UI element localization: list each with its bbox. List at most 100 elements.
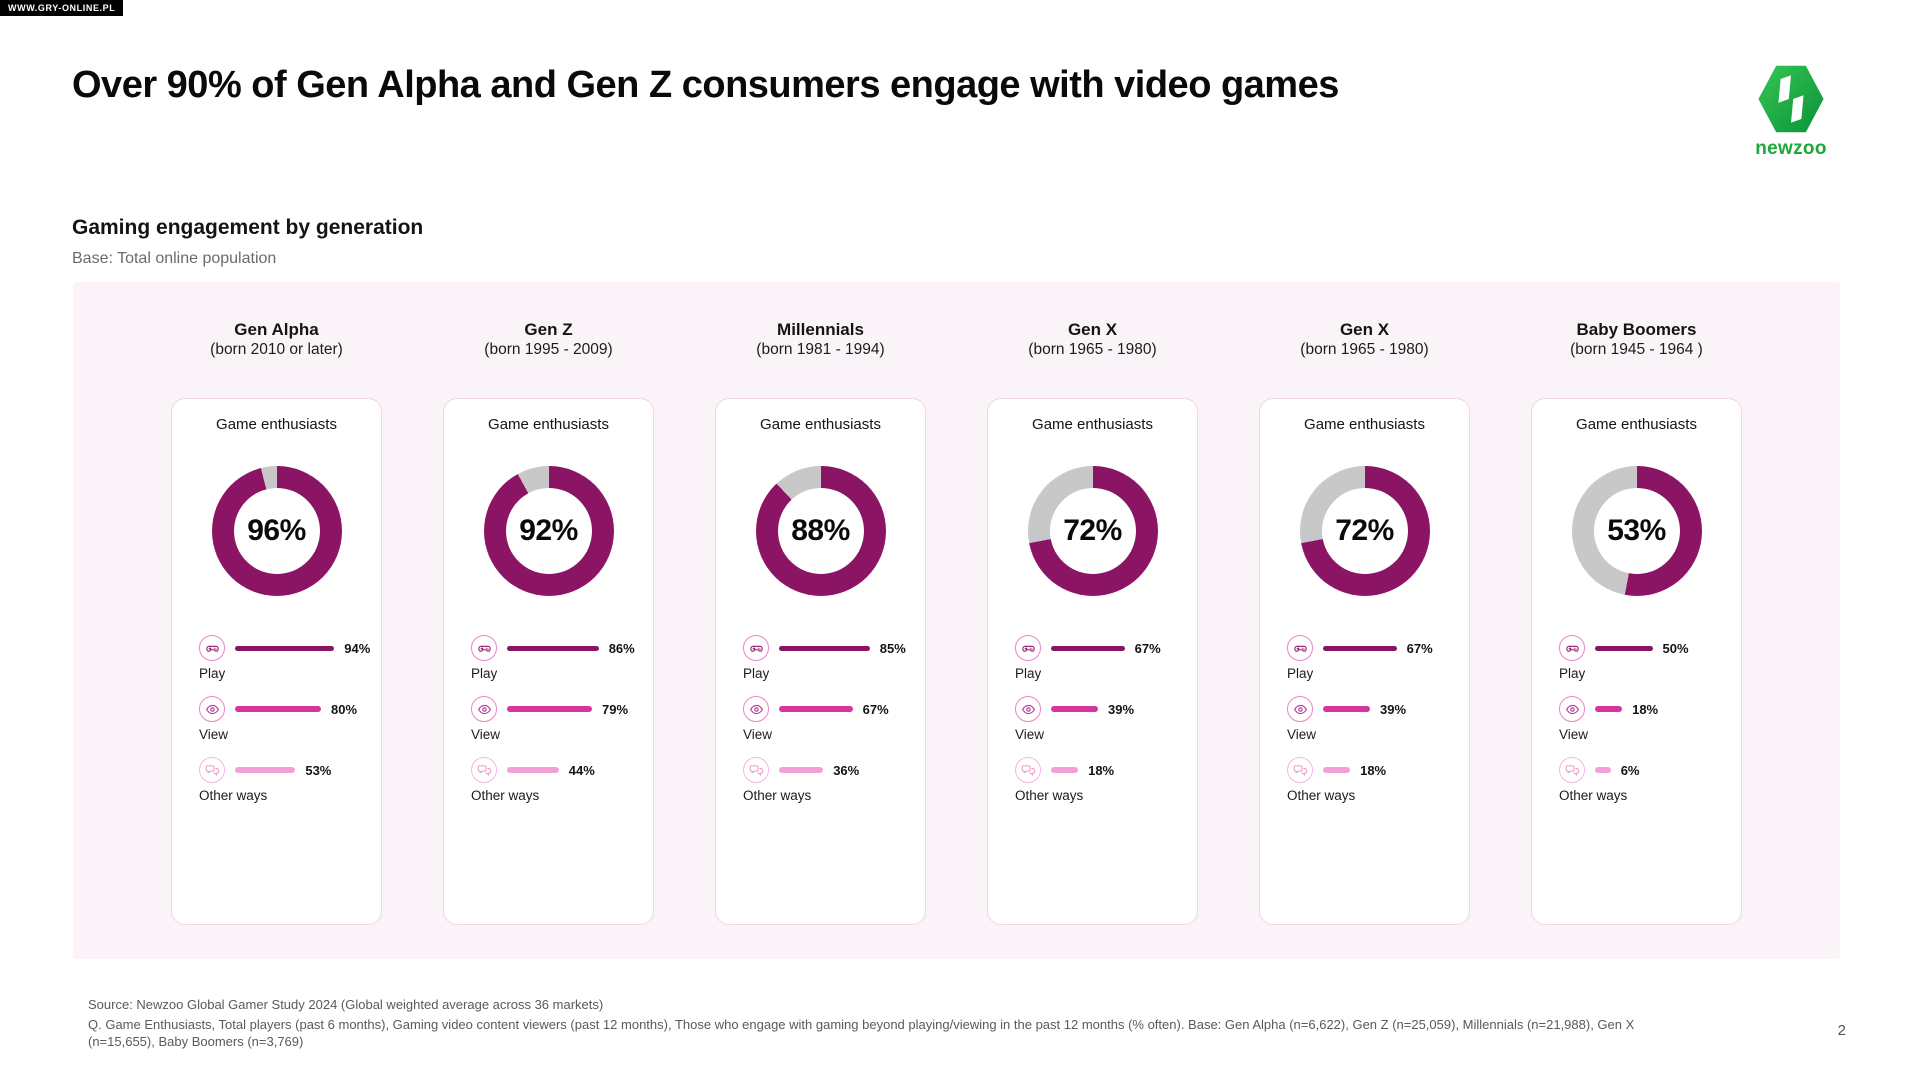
gamepad-icon [743, 635, 769, 661]
chat-bubbles-icon [1015, 757, 1041, 783]
newzoo-wordmark: newzoo [1755, 138, 1827, 159]
other-ways-label: Other ways [1015, 788, 1084, 803]
card-title: Game enthusiasts [1576, 416, 1697, 433]
stat-view: 39% View [1287, 696, 1469, 743]
eye-icon [1559, 696, 1585, 722]
gamepad-icon [199, 635, 225, 661]
stat-view: 39% View [1015, 696, 1197, 743]
stat-play: 67% Play [1287, 635, 1469, 682]
gamepad-icon [1287, 635, 1313, 661]
view-value: 67% [862, 701, 889, 717]
generation-cohort: (born 2010 or later) [210, 341, 343, 358]
card-title: Game enthusiasts [216, 416, 337, 433]
generation-name: Baby Boomers [1576, 320, 1697, 339]
generation-name: Gen Alpha [234, 320, 319, 339]
stat-other-ways: 44% Other ways [471, 757, 653, 804]
play-value: 94% [344, 640, 371, 656]
card-title: Game enthusiasts [1304, 416, 1425, 433]
enthusiasts-donut: 72% [1299, 466, 1430, 596]
generation-column-gen-x: Gen X (born 1965 - 1980) Game enthusiast… [987, 320, 1198, 959]
chat-bubbles-icon [743, 757, 769, 783]
question-note: Q. Game Enthusiasts, Total players (past… [88, 1016, 1635, 1050]
engagement-card: Game enthusiasts 92% 86% Play [443, 398, 654, 925]
generation-column-millennials: Millennials (born 1981 - 1994) Game enth… [715, 320, 926, 959]
other-ways-bar [235, 767, 296, 773]
eye-icon [743, 696, 769, 722]
stat-view: 80% View [199, 696, 381, 743]
view-label: View [1287, 727, 1317, 742]
stat-other-ways: 18% Other ways [1287, 757, 1469, 804]
stat-view: 67% View [743, 696, 925, 743]
eye-icon [199, 696, 225, 722]
gamepad-icon [471, 635, 497, 661]
gamepad-icon [1559, 635, 1585, 661]
stat-other-ways: 6% Other ways [1559, 757, 1741, 804]
play-bar [1323, 645, 1397, 651]
view-value: 39% [1108, 701, 1135, 717]
view-label: View [1559, 727, 1589, 742]
play-value: 50% [1662, 640, 1689, 656]
chart-heading: Gaming engagement by generation [72, 216, 424, 239]
stats-list: 85% Play 67% View 36% [716, 635, 925, 818]
play-label: Play [1287, 666, 1314, 681]
generation-name: Millennials [777, 320, 864, 339]
other-ways-value: 44% [568, 762, 595, 778]
eye-icon [471, 696, 497, 722]
generation-name: Gen X [1067, 320, 1118, 339]
stat-view: 79% View [471, 696, 653, 743]
stat-play: 67% Play [1015, 635, 1197, 682]
view-label: View [199, 727, 229, 742]
stat-play: 94% Play [199, 635, 381, 682]
eye-icon [1287, 696, 1313, 722]
view-bar [1323, 706, 1371, 712]
engagement-card: Game enthusiasts 53% 50% Play [1531, 398, 1742, 925]
enthusiasts-donut: 53% [1571, 466, 1702, 596]
other-ways-label: Other ways [199, 788, 268, 803]
chat-bubbles-icon [471, 757, 497, 783]
play-bar [1051, 645, 1125, 651]
other-ways-bar [507, 767, 559, 773]
view-value: 79% [602, 701, 629, 717]
base-note: Base: Total online population [72, 250, 277, 267]
generation-cohort: (born 1965 - 1980) [1300, 341, 1429, 358]
card-title: Game enthusiasts [760, 416, 881, 433]
other-ways-bar [1595, 767, 1611, 773]
stats-list: 86% Play 79% View 44% [444, 635, 653, 818]
other-ways-value: 36% [833, 762, 860, 778]
enthusiasts-value: 96% [233, 488, 320, 574]
stat-other-ways: 36% Other ways [743, 757, 925, 804]
generation-name: Gen Z [524, 320, 573, 339]
play-value: 86% [608, 640, 635, 656]
other-ways-bar [779, 767, 824, 773]
enthusiasts-value: 88% [777, 488, 864, 574]
enthusiasts-donut: 92% [483, 466, 614, 596]
card-title: Game enthusiasts [488, 416, 609, 433]
generation-cohort: (born 1945 - 1964 ) [1570, 341, 1703, 358]
view-bar [1595, 706, 1623, 712]
stat-play: 50% Play [1559, 635, 1741, 682]
engagement-card: Game enthusiasts 88% 85% Play [715, 398, 926, 925]
stats-list: 50% Play 18% View 6% [1532, 635, 1741, 818]
eye-icon [1015, 696, 1041, 722]
generation-column-gen-alpha: Gen Alpha (born 2010 or later) Game enth… [171, 320, 382, 959]
stat-other-ways: 18% Other ways [1015, 757, 1197, 804]
chat-bubbles-icon [199, 757, 225, 783]
source-note: Source: Newzoo Global Gamer Study 2024 (… [88, 997, 604, 1012]
generation-cohort: (born 1981 - 1994) [756, 341, 885, 358]
other-ways-bar [1323, 767, 1351, 773]
other-ways-label: Other ways [1559, 788, 1628, 803]
stats-list: 94% Play 80% View 53% [172, 635, 381, 818]
generation-column-gen-x-2: Gen X (born 1965 - 1980) Game enthusiast… [1259, 320, 1470, 959]
enthusiasts-donut: 96% [211, 466, 342, 596]
generation-cohort: (born 1995 - 2009) [484, 341, 613, 358]
other-ways-label: Other ways [471, 788, 540, 803]
chat-bubbles-icon [1287, 757, 1313, 783]
generation-cohort: (born 1965 - 1980) [1028, 341, 1157, 358]
view-bar [235, 706, 321, 712]
gamepad-icon [1015, 635, 1041, 661]
play-label: Play [1015, 666, 1042, 681]
play-bar [1595, 645, 1653, 651]
stats-list: 67% Play 39% View 18% [988, 635, 1197, 818]
stat-play: 85% Play [743, 635, 925, 682]
other-ways-value: 18% [1360, 762, 1387, 778]
